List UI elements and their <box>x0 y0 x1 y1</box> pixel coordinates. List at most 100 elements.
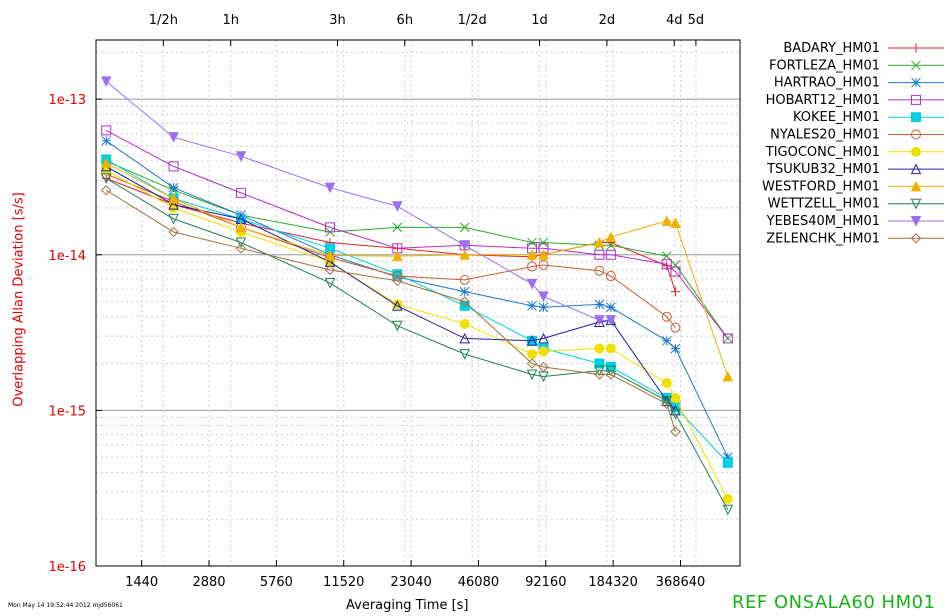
data-point <box>526 278 538 290</box>
data-point <box>392 300 403 311</box>
data-point <box>459 274 470 285</box>
data-point <box>661 251 672 261</box>
data-point <box>605 302 616 313</box>
data-point <box>459 222 470 233</box>
x-tick-label: 23040 <box>390 575 431 590</box>
data-point <box>324 277 336 289</box>
data-point <box>527 237 537 248</box>
top-tick-label: 1/2h <box>149 13 178 28</box>
series-westford_hm01 <box>100 157 734 382</box>
data-point <box>661 377 672 388</box>
y-tick-label: 1e-14 <box>48 249 86 264</box>
data-point <box>324 264 336 276</box>
data-point <box>168 182 179 193</box>
series-line <box>105 165 676 411</box>
data-point <box>392 320 403 332</box>
data-point <box>670 393 681 404</box>
data-point <box>324 256 336 267</box>
data-point <box>538 332 549 344</box>
data-point <box>722 333 733 344</box>
x-tick-label: 1440 <box>125 575 158 590</box>
data-point <box>670 408 681 420</box>
data-point <box>324 182 336 194</box>
data-point <box>661 215 673 226</box>
grid-lines <box>96 40 740 567</box>
data-point <box>722 504 734 516</box>
data-point <box>605 365 617 377</box>
data-point <box>459 286 470 297</box>
data-point <box>168 199 179 210</box>
data-point <box>594 369 605 380</box>
data-point <box>661 398 672 410</box>
data-point <box>235 187 246 198</box>
data-point <box>538 259 549 270</box>
data-point <box>527 261 538 272</box>
data-point <box>594 365 605 377</box>
data-point <box>722 493 733 504</box>
y-tick-label: 1e-15 <box>48 404 86 419</box>
legend-marker <box>910 233 922 244</box>
data-point <box>526 335 538 346</box>
y-tick-label: 1e-13 <box>48 93 86 108</box>
series-line <box>105 129 729 339</box>
top-tick-label: 2d <box>599 13 616 28</box>
data-point <box>235 243 247 254</box>
data-point <box>670 266 681 277</box>
data-point <box>538 346 549 357</box>
data-point <box>526 358 538 369</box>
data-point <box>594 265 605 276</box>
legend-label: WETTZELL_HM01 <box>768 197 880 212</box>
data-point <box>594 236 605 248</box>
legend-label: YEBES40M_HM01 <box>766 214 880 229</box>
x-tick-label: 46080 <box>458 575 499 590</box>
y-axis-title: Overlapping Allan Deviation [s/s] <box>11 192 27 407</box>
legend-label: KOKEE_HM01 <box>793 110 880 125</box>
legend-marker <box>911 94 921 105</box>
data-point <box>605 315 617 326</box>
data-point <box>605 271 616 282</box>
legend-label: FORTLEZA_HM01 <box>769 58 880 73</box>
top-tick-label: 4d <box>666 13 683 28</box>
data-point <box>101 184 112 196</box>
data-point <box>605 240 616 251</box>
legend-marker <box>911 77 921 88</box>
data-point <box>605 369 617 380</box>
legend-marker <box>911 129 921 140</box>
data-point <box>459 296 470 307</box>
data-point <box>101 125 112 136</box>
reference-station-label: REF ONSALA60 HM01 <box>732 592 936 613</box>
top-tick-label: 1/2d <box>458 13 487 28</box>
data-point <box>661 395 673 407</box>
data-point <box>670 260 681 270</box>
legend-label: NYALES20_HM01 <box>770 128 880 143</box>
series-line <box>105 140 729 458</box>
data-point <box>605 343 616 354</box>
data-point <box>670 217 681 229</box>
x-tick-label: 11520 <box>323 575 364 590</box>
data-point <box>168 161 179 172</box>
legend-marker <box>911 60 921 71</box>
x-tick-label: 2880 <box>192 575 225 590</box>
series-yebes40m_hm01 <box>100 76 617 326</box>
data-point <box>594 315 605 326</box>
data-point <box>722 457 733 468</box>
data-point <box>235 221 247 233</box>
x-axis-title: Averaging Time [s] <box>346 598 469 613</box>
series-hartrao_hm01 <box>101 135 733 463</box>
data-point <box>526 369 538 381</box>
data-point <box>670 287 680 297</box>
top-tick-label: 3h <box>329 13 346 28</box>
x-tick-label: 92160 <box>525 575 566 590</box>
data-point <box>168 192 179 204</box>
data-point <box>392 201 403 212</box>
data-point <box>392 250 403 262</box>
data-point <box>722 333 733 344</box>
data-point <box>527 300 537 311</box>
data-point <box>661 335 672 346</box>
y-tick-label: 1e-16 <box>48 560 86 575</box>
data-point <box>538 361 549 373</box>
data-point <box>235 151 247 162</box>
x-tick-label: 5760 <box>260 575 293 590</box>
top-tick-label: 6h <box>397 13 414 28</box>
series-badary_hm01 <box>101 173 680 297</box>
